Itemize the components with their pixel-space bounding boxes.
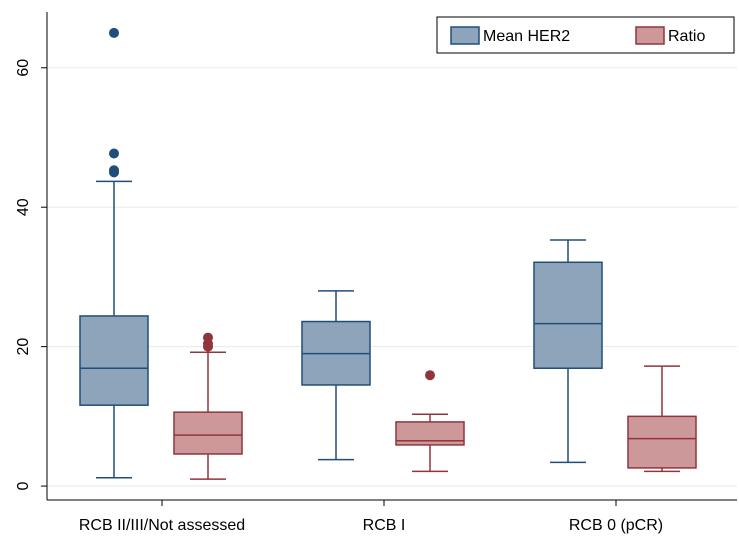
box-1-2	[627, 365, 697, 473]
box-rect	[627, 415, 697, 469]
outlier-point-2	[109, 148, 119, 159]
box-0-2	[533, 239, 603, 464]
y-tick-label-0: 0	[15, 482, 32, 491]
outlier-point-2	[203, 332, 213, 343]
outlier-point-0	[425, 370, 435, 381]
box-1-0	[173, 332, 243, 480]
box-rect	[395, 421, 465, 446]
box-1-1	[395, 370, 465, 473]
box-rect	[173, 411, 243, 455]
box-0-0	[79, 27, 149, 479]
legend-box	[436, 16, 735, 54]
y-tick-label-20: 20	[15, 338, 32, 356]
grid-lines	[48, 67, 737, 487]
x-tick-label-1: RCB I	[363, 517, 406, 534]
y-tick-label-40: 40	[15, 198, 32, 216]
legend-swatch-1	[635, 26, 665, 45]
legend-swatch-0	[450, 26, 480, 45]
legend-label-1: Ratio	[668, 28, 705, 45]
axes: 0 20 40 60 RCB II/III/Not assessed RCB I RCB 0…	[15, 12, 737, 534]
x-tick-label-2: RCB 0 (pCR)	[569, 517, 663, 534]
legend-label-0: Mean HER2	[483, 28, 570, 45]
box-rect	[79, 315, 149, 406]
outlier-point-1	[109, 165, 119, 176]
box-series	[79, 27, 697, 480]
outlier-point-3	[109, 27, 119, 38]
box-rect	[533, 261, 603, 369]
x-tick-label-0: RCB II/III/Not assessed	[79, 517, 245, 534]
box-0-1	[301, 290, 371, 461]
legend: Mean HER2 Ratio	[436, 16, 735, 54]
y-tick-label-60: 60	[15, 59, 32, 77]
